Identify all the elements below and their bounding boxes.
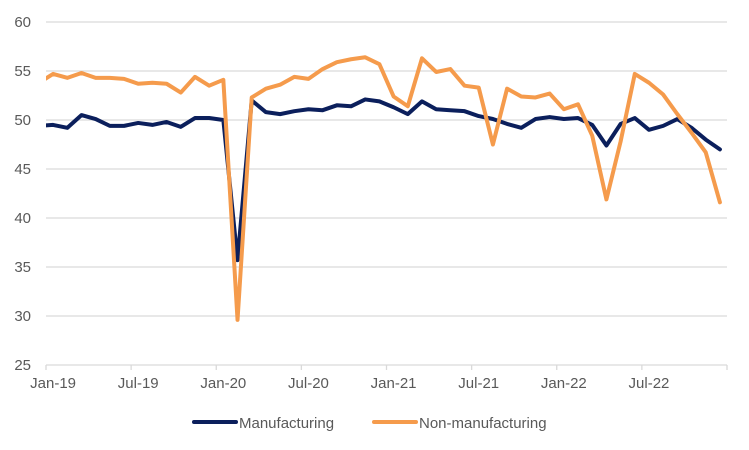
series-line-manufacturing xyxy=(46,97,722,263)
y-axis-tick-labels: 25 30 35 40 45 50 55 60 xyxy=(14,14,31,374)
x-axis: Jan-19 Jul-19 Jan-20 Jul-20 Jan-21 Jul-21 Jan-… xyxy=(30,364,728,392)
y-tick-label-35: 35 xyxy=(14,259,31,276)
x-tick-label-jan-21: Jan-21 xyxy=(371,375,417,392)
x-tick-label-jul-20: Jul-20 xyxy=(288,375,329,392)
series-lines xyxy=(46,55,722,322)
x-tick-label-jul-22: Jul-22 xyxy=(629,375,670,392)
gridlines xyxy=(46,21,727,317)
y-tick-label-30: 30 xyxy=(14,308,31,325)
y-tick-label-25: 25 xyxy=(14,357,31,374)
x-tick-label-jan-20: Jan-20 xyxy=(200,375,246,392)
y-tick-label-55: 55 xyxy=(14,63,31,80)
y-tick-label-45: 45 xyxy=(14,161,31,178)
x-tick-label-jan-19: Jan-19 xyxy=(30,375,76,392)
x-tick-label-jul-21: Jul-21 xyxy=(458,375,499,392)
x-tick-label-jul-19: Jul-19 xyxy=(118,375,159,392)
legend: Manufacturing Non-manufacturing xyxy=(192,415,547,432)
legend-label-non-manufacturing: Non-manufacturing xyxy=(419,415,547,432)
y-tick-label-50: 50 xyxy=(14,112,31,129)
legend-label-manufacturing: Manufacturing xyxy=(239,415,334,432)
x-tick-label-jan-22: Jan-22 xyxy=(541,375,587,392)
series-line-non-manufacturing xyxy=(46,55,722,322)
y-tick-label-40: 40 xyxy=(14,210,31,227)
y-tick-label-60: 60 xyxy=(14,14,31,31)
